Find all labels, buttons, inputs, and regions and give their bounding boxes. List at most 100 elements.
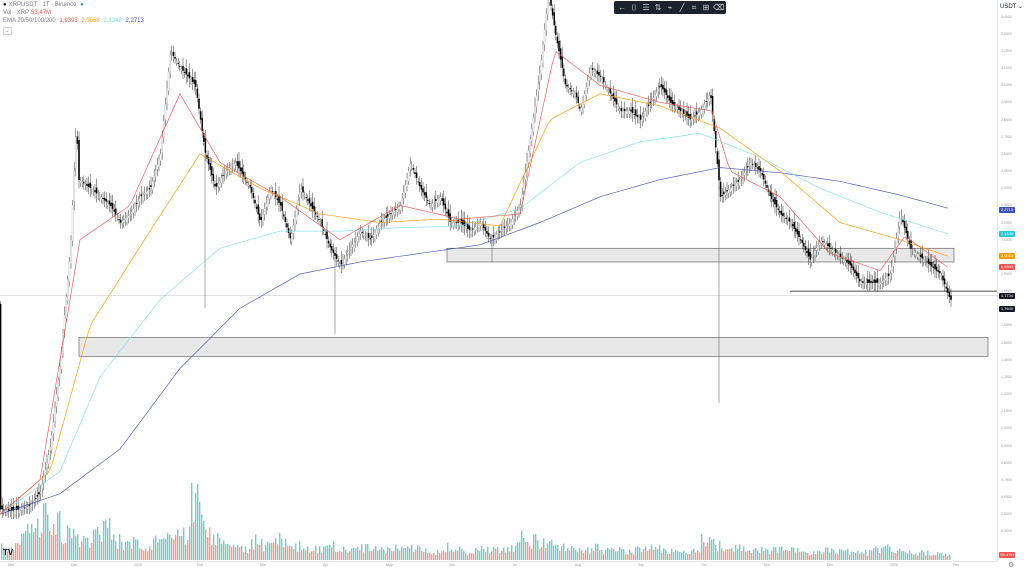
time-tick-label: Feb xyxy=(953,563,960,567)
volume-bar xyxy=(651,544,653,560)
price-tick-label: 2,1000 xyxy=(1001,237,1012,242)
candle-body xyxy=(617,106,619,108)
legend-ema[interactable]: EMA 20/50/100/200 1,9393 2,0063 2,1348 2… xyxy=(3,18,146,25)
candle-body xyxy=(215,182,218,187)
candle-body xyxy=(935,266,938,271)
volume-bar xyxy=(417,545,419,560)
volume-bar xyxy=(169,534,171,560)
candle-body xyxy=(334,252,336,256)
candle-body xyxy=(311,201,314,209)
line-tool-icon[interactable]: ╱ xyxy=(679,3,685,12)
candle-body xyxy=(705,100,707,102)
candle-body xyxy=(54,407,56,422)
candle-body xyxy=(33,500,35,502)
layout-tool-icon[interactable]: ⊞ xyxy=(702,3,710,12)
candle-body xyxy=(78,139,80,181)
candle-body xyxy=(577,96,579,103)
candle-body xyxy=(171,52,173,54)
candle-body xyxy=(427,200,429,201)
candle-body xyxy=(321,219,323,227)
candle-body xyxy=(342,261,344,263)
collapse-legend-button[interactable]: ⌄ xyxy=(3,27,12,35)
candle-body xyxy=(777,208,779,210)
gear-icon[interactable]: ⚙ xyxy=(1008,562,1015,569)
candle-body xyxy=(243,171,245,177)
volume-bar xyxy=(295,543,297,560)
legend-volume[interactable]: Vol · XRP 53,47M xyxy=(3,10,53,17)
back-arrow-icon[interactable]: ← xyxy=(618,3,626,12)
candle-body xyxy=(883,279,885,281)
candle-body xyxy=(267,197,269,208)
candle-body xyxy=(716,151,719,164)
time-tick-label: May xyxy=(386,563,393,567)
volume-bar xyxy=(149,546,151,560)
candle-body xyxy=(36,495,39,497)
volume-bar xyxy=(271,542,273,560)
currency-selector[interactable]: USDT ⌄ xyxy=(1000,3,1023,10)
price-tick-label: 0,8000 xyxy=(1001,460,1012,465)
price-chart[interactable] xyxy=(0,0,1000,562)
volume-bar xyxy=(751,553,753,560)
volume-bar xyxy=(23,533,25,560)
candle-body xyxy=(217,183,219,187)
volume-bar xyxy=(763,550,765,560)
candle-body xyxy=(326,230,328,240)
candle-body xyxy=(283,214,285,217)
volume-bar xyxy=(607,547,609,560)
candle-body xyxy=(281,202,283,211)
volume-bar xyxy=(695,552,697,560)
chart-canvas[interactable] xyxy=(0,0,1000,562)
volume-bar xyxy=(947,555,949,560)
candle-body xyxy=(769,191,771,196)
price-tick-label: 2,3000 xyxy=(1001,203,1012,208)
candle-body xyxy=(348,250,351,252)
time-tick-label: Jun xyxy=(449,563,455,567)
candle-body xyxy=(289,232,291,239)
volume-bar xyxy=(641,552,643,560)
volume-bar xyxy=(59,510,61,560)
candle-body xyxy=(83,181,85,184)
grid-tool-icon[interactable]: ⌗ xyxy=(691,3,697,12)
candle-body xyxy=(905,226,907,234)
candle-body xyxy=(502,228,504,230)
volume-bar xyxy=(77,534,79,560)
delete-tool-icon[interactable]: ⌫ xyxy=(713,3,725,12)
volume-bar xyxy=(617,551,619,560)
volume-bar xyxy=(851,551,853,560)
candle-body xyxy=(892,257,895,267)
volume-bar xyxy=(665,549,667,560)
time-tick-label: Apr xyxy=(323,563,329,567)
volume-bar xyxy=(325,546,327,560)
time-axis[interactable]: Nov Dec 2025 Feb Mar Apr May Jun Jul Aug Sep Oct Nov… xyxy=(0,561,997,571)
candle-body xyxy=(203,132,205,142)
candle-body xyxy=(446,211,448,214)
candle-body xyxy=(35,498,37,499)
price-axis[interactable]: 3,4000 3,3000 3,2000 3,1000 3,0000 2,9000 2,80… xyxy=(997,0,1024,562)
volume-bar xyxy=(177,529,179,560)
ema50-value: 2,0063 xyxy=(81,18,100,24)
candle-body xyxy=(537,84,539,92)
volume-bar xyxy=(681,552,683,560)
volume-bar xyxy=(83,535,85,560)
candle-body xyxy=(249,184,251,188)
candle-body xyxy=(113,209,115,212)
volume-bar xyxy=(841,549,843,560)
candle-body xyxy=(839,253,842,257)
path-tool-icon[interactable]: ⌁ xyxy=(667,3,673,12)
volume-bar xyxy=(845,550,847,560)
candle-body xyxy=(135,202,138,204)
candle-body xyxy=(239,167,242,172)
text-tool-icon[interactable]: ☰ xyxy=(642,3,650,12)
candle-body xyxy=(939,271,941,274)
candle-body xyxy=(707,98,709,102)
volume-bar xyxy=(639,547,641,560)
measure-tool-icon[interactable]: ⇅ xyxy=(654,3,662,12)
candle-body xyxy=(783,217,786,219)
rectangle-tool-icon[interactable]: ⌷ xyxy=(631,3,637,12)
legend-symbol[interactable]: ● XRPUSDT · 1T · Binance ● xyxy=(3,2,86,9)
volume-bar xyxy=(887,544,889,560)
candle-body xyxy=(390,213,392,215)
volume-bar xyxy=(777,552,779,560)
candle-body xyxy=(444,203,447,210)
volume-bar xyxy=(757,550,759,560)
